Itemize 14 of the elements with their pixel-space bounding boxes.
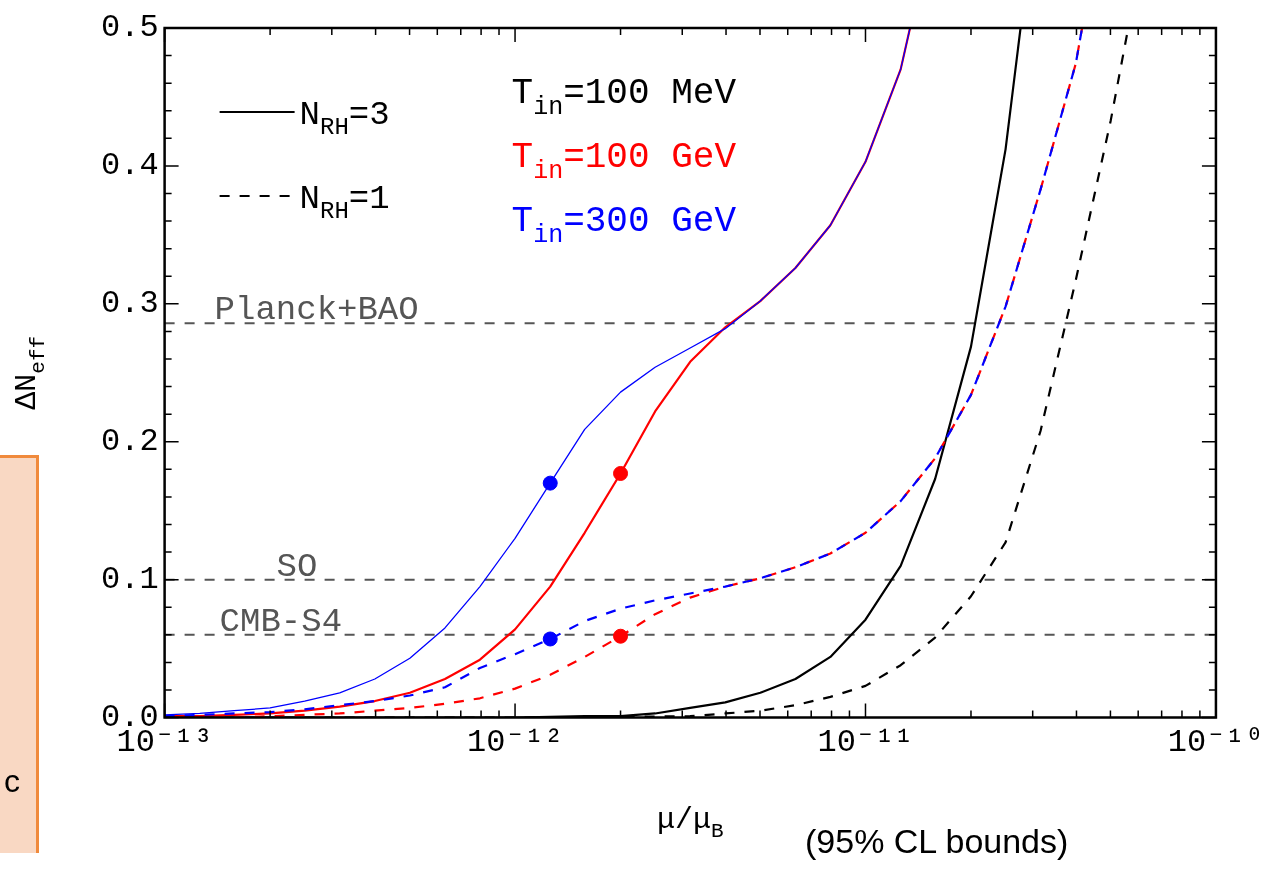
ref-line-label: SO: [276, 547, 318, 586]
ref-line-label: CMB-S4: [219, 602, 343, 641]
y-tick-label: 0.5: [101, 9, 159, 47]
panel-fragment: c: [0, 455, 39, 853]
ref-line-label: Planck+BAO: [214, 291, 419, 330]
x-tick-label: 10⁻¹²: [467, 724, 564, 762]
y-tick-label: 0.4: [101, 147, 159, 185]
text: (95% CL bounds): [805, 822, 1069, 861]
y-axis-title: ΔNeff: [9, 335, 50, 410]
x-tick-label: 10⁻¹¹: [817, 724, 914, 762]
y-tick-label: 0.2: [101, 423, 159, 461]
y-tick-label: 0.3: [101, 285, 159, 323]
x-tick-label: 10⁻¹⁰: [1167, 724, 1264, 762]
y-tick-label: 0.1: [101, 561, 159, 599]
